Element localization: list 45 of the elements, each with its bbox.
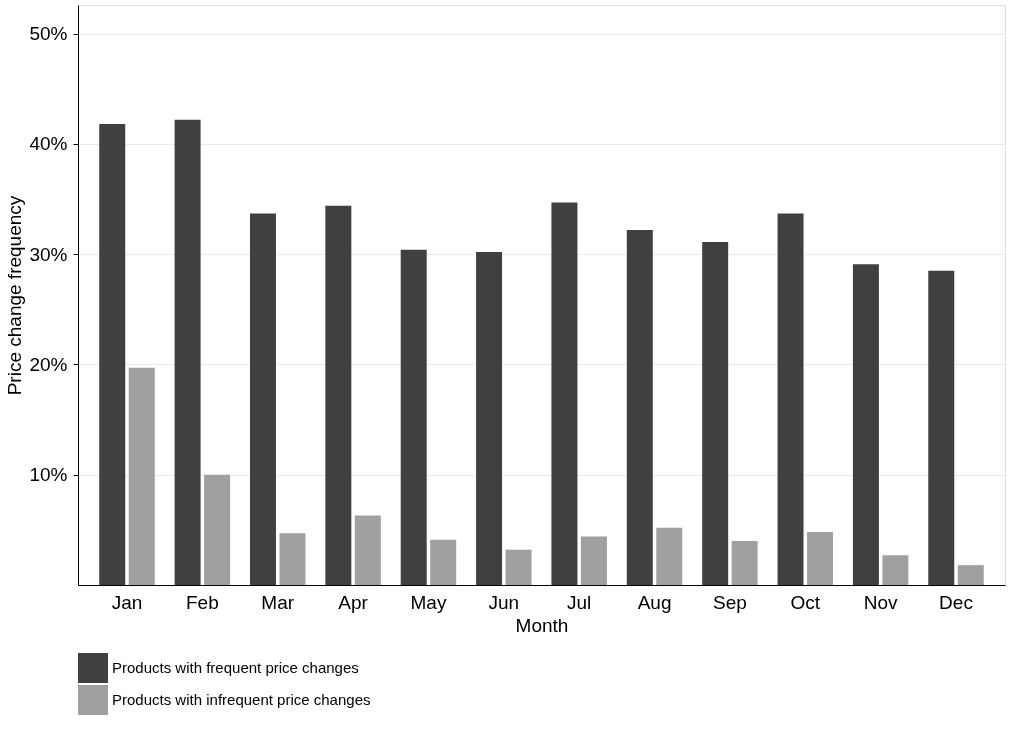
x-tick-label: Mar [261, 591, 295, 613]
y-tick-label: 20% [29, 353, 68, 375]
bar [174, 119, 201, 585]
bar [928, 270, 955, 585]
bar [430, 539, 457, 585]
bar [731, 540, 758, 585]
bar [204, 474, 231, 585]
x-tick-label: Nov [863, 591, 899, 613]
x-axis-title: Month [515, 614, 569, 636]
legend-label: Products with frequent price changes [112, 659, 359, 676]
x-tick-label: Dec [939, 591, 973, 613]
bar [505, 549, 532, 585]
x-tick-label: Jun [488, 591, 520, 613]
y-tick-label: 10% [29, 464, 68, 486]
x-tick-label: May [410, 591, 447, 613]
bar [249, 213, 276, 585]
bar [852, 264, 879, 585]
y-axis-title: Price change frequency [4, 195, 26, 396]
bar [476, 252, 503, 585]
y-tick-label: 50% [29, 23, 68, 45]
x-tick-label: Feb [185, 591, 219, 613]
bar [551, 202, 578, 585]
bar [99, 124, 126, 585]
bar [656, 527, 683, 585]
x-tick-label: Oct [790, 591, 821, 613]
bar [957, 565, 984, 585]
x-tick-label: Apr [338, 591, 369, 613]
y-tick-label: 30% [29, 243, 68, 265]
x-tick-label: Jan [111, 591, 143, 613]
x-tick-label: Jul [567, 591, 592, 613]
bar [777, 213, 804, 585]
bar [325, 205, 352, 585]
legend-label: Products with infrequent price changes [112, 691, 371, 708]
bar [279, 533, 306, 585]
bar [580, 536, 607, 585]
bar [807, 532, 834, 585]
x-tick-label: Aug [637, 591, 672, 613]
bar [128, 367, 155, 585]
x-tick-label: Sep [713, 591, 747, 613]
bar [702, 242, 729, 585]
bar [882, 555, 909, 585]
y-tick-label: 40% [29, 133, 68, 155]
bar [400, 249, 427, 585]
bar [626, 229, 653, 585]
bar [354, 515, 381, 585]
